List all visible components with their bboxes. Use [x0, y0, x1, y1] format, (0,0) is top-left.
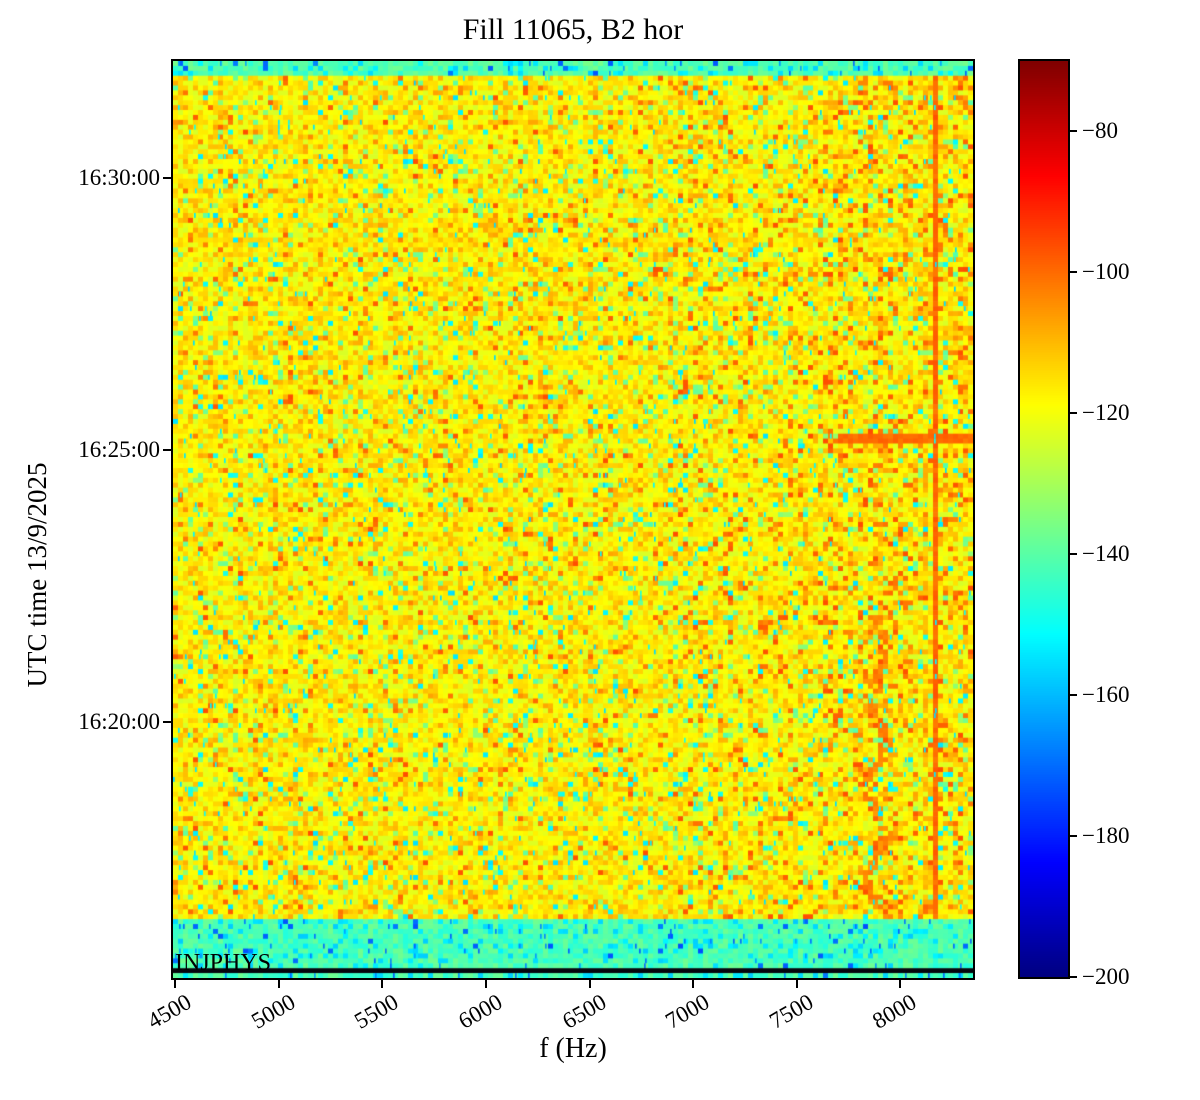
- plot-area: INJPHYS: [171, 59, 975, 980]
- x-tick-mark: [588, 980, 591, 988]
- y-tick-label: 16:25:00: [78, 437, 160, 463]
- colorbar-tick-label: −180: [1082, 823, 1130, 849]
- colorbar-tick-label: −100: [1082, 259, 1130, 285]
- colorbar-canvas: [1020, 61, 1068, 977]
- y-tick-label: 16:20:00: [78, 709, 160, 735]
- x-tick-mark: [795, 980, 798, 988]
- plot-title: Fill 11065, B2 hor: [462, 13, 684, 46]
- colorbar-tick-label: −120: [1082, 400, 1130, 426]
- colorbar: [1018, 59, 1070, 979]
- colorbar-tick-label: −200: [1082, 964, 1130, 989]
- injphys-annotation: INJPHYS: [175, 950, 272, 976]
- x-tick-mark: [381, 980, 384, 988]
- colorbar-tick-mark: [1070, 271, 1077, 274]
- colorbar-tick-label: −140: [1082, 541, 1130, 567]
- colorbar-tick-label: −80: [1082, 118, 1118, 144]
- colorbar-tick-mark: [1070, 130, 1077, 133]
- y-tick-mark: [163, 177, 171, 179]
- colorbar-tick-mark: [1070, 835, 1077, 838]
- x-tick-mark: [692, 980, 695, 988]
- colorbar-tick-mark: [1070, 976, 1077, 978]
- colorbar-tick-label: −160: [1082, 682, 1130, 708]
- colorbar-tick-mark: [1070, 694, 1077, 697]
- colorbar-tick-mark: [1070, 412, 1077, 415]
- x-axis-label: f (Hz): [539, 1033, 607, 1064]
- colorbar-tick-mark: [1070, 553, 1077, 556]
- y-tick-label: 16:30:00: [78, 165, 160, 190]
- x-tick-mark: [277, 980, 280, 988]
- y-tick-mark: [163, 721, 171, 724]
- x-tick-mark: [899, 980, 902, 988]
- y-tick-mark: [163, 449, 171, 452]
- x-tick-mark: [484, 980, 487, 988]
- spectrogram-canvas: [173, 61, 973, 978]
- x-tick-mark: [174, 980, 177, 988]
